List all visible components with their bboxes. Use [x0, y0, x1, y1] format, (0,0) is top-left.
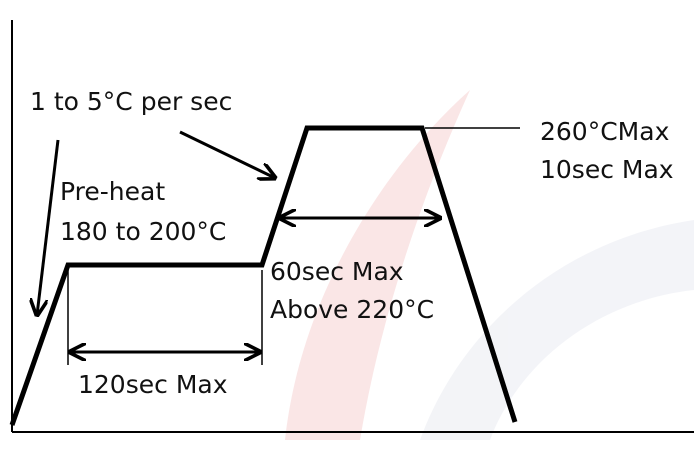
label: Pre-heat: [60, 177, 165, 206]
label: Above 220°C: [270, 295, 434, 324]
arrow: [37, 139, 60, 315]
label: 180 to 200°C: [60, 217, 226, 246]
label: 60sec Max: [270, 257, 404, 286]
watermark: [285, 90, 694, 440]
label: 1 to 5°C per sec: [30, 87, 232, 116]
label: 10sec Max: [540, 155, 674, 184]
arrow: [179, 130, 275, 178]
label: 260°CMax: [540, 117, 669, 146]
label: 120sec Max: [78, 370, 228, 399]
profile-line: [9, 125, 518, 426]
